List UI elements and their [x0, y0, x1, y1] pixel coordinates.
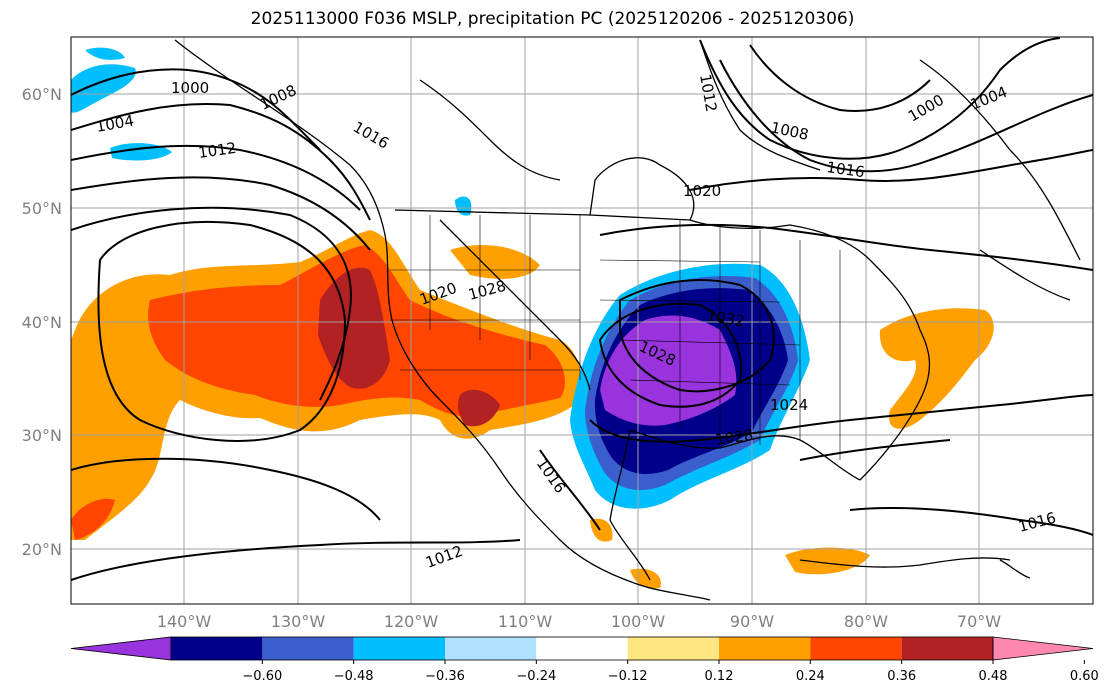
figure-title: 2025113000 F036 MSLP, precipitation PC (… [250, 9, 855, 29]
lon-label: 90°W [730, 612, 774, 631]
isobar-label: 1012 [197, 139, 237, 162]
colorbar-segment [719, 637, 811, 660]
lat-label: 30°N [22, 426, 62, 445]
colorbar-extend-high [992, 636, 1094, 661]
lat-label: 60°N [22, 85, 62, 104]
map-frame [70, 36, 1094, 605]
colorbar-segment [627, 637, 719, 660]
lon-label: 120°W [384, 612, 439, 631]
isobar-label: 1028 [714, 426, 754, 449]
colorbar: −0.60 −0.48 −0.36 −0.24 −0.12 0.12 0.24 0.36 0.4… [70, 636, 1099, 684]
lat-label: 50°N [22, 199, 62, 218]
colorbar-tick-label: −0.36 [425, 669, 465, 684]
colorbar-segment [536, 637, 628, 660]
colorbar-tick-label: −0.48 [334, 669, 374, 684]
lon-label: 80°W [844, 612, 888, 631]
map-content [71, 37, 1093, 604]
colorbar-segment [353, 637, 445, 660]
isobar-label: 1016 [825, 158, 865, 181]
lat-label: 20°N [22, 540, 62, 559]
colorbar-segment [901, 637, 993, 660]
colorbar-tick-label: −0.60 [242, 669, 282, 684]
colorbar-segment [445, 637, 537, 660]
colorbar-tick-label: −0.24 [516, 669, 556, 684]
longitude-labels: 140°W 130°W 120°W 110°W 100°W 90°W 80°W … [157, 612, 1001, 631]
isobar-label: 1020 [683, 182, 721, 200]
lon-label: 100°W [611, 612, 666, 631]
colorbar-tick-label: 0.24 [796, 669, 825, 684]
colorbar-border [170, 636, 994, 661]
lon-label: 130°W [271, 612, 326, 631]
colorbar-extend-low [70, 636, 172, 661]
lat-label: 40°N [22, 313, 62, 332]
precip-positive-east [590, 308, 994, 589]
colorbar-segment [171, 637, 263, 660]
graticule [71, 37, 1093, 604]
colorbar-tick-label: 0.36 [887, 669, 916, 684]
colorbar-tick-label: 0.48 [979, 669, 1008, 684]
colorbar-segment [262, 637, 354, 660]
state-borders [390, 215, 841, 460]
colorbar-tick-label: 0.12 [705, 669, 734, 684]
isobar-label: 1024 [770, 396, 808, 414]
colorbar-tick-label: 0.60 [1070, 669, 1099, 684]
latitude-labels: 60°N 50°N 40°N 30°N 20°N [22, 85, 62, 559]
isobar-label: 1000 [171, 79, 209, 97]
lon-label: 140°W [157, 612, 212, 631]
lon-label: 70°W [957, 612, 1001, 631]
colorbar-tick-label: −0.12 [608, 669, 648, 684]
isobars [71, 37, 1093, 581]
lon-label: 110°W [498, 612, 553, 631]
colorbar-segment [810, 637, 902, 660]
